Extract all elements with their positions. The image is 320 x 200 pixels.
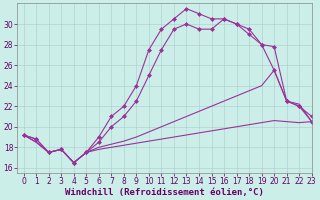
X-axis label: Windchill (Refroidissement éolien,°C): Windchill (Refroidissement éolien,°C) [65, 188, 264, 197]
